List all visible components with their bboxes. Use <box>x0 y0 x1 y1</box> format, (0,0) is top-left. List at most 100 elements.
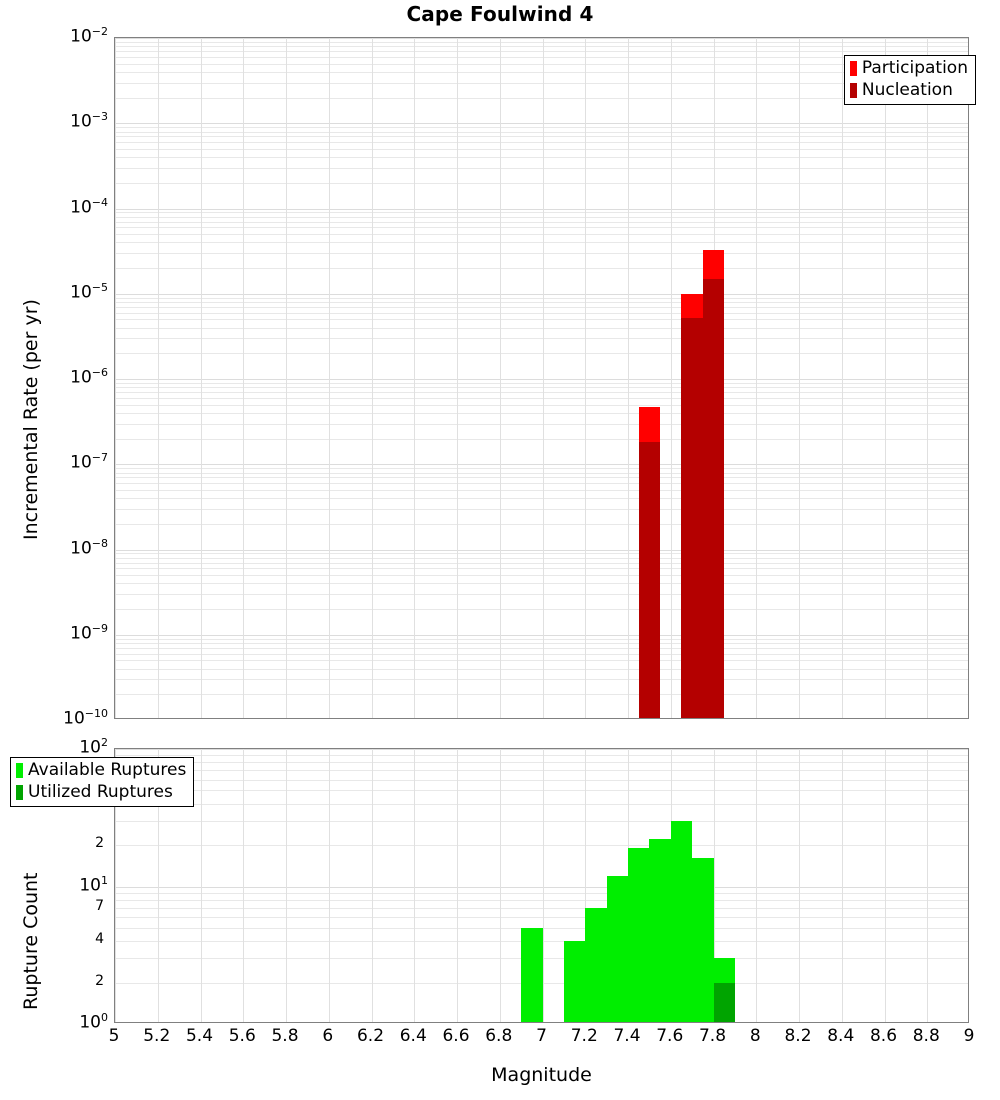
gridline-vertical <box>457 749 458 1022</box>
gridline-horizontal <box>115 694 968 696</box>
x-tick-label: 5.2 <box>143 1026 171 1046</box>
gridline-horizontal <box>115 123 968 125</box>
gridline-horizontal <box>115 668 968 670</box>
bar-rupture-count <box>628 749 650 1022</box>
gridline-horizontal <box>115 227 968 229</box>
gridline-horizontal <box>115 423 968 425</box>
gridline-horizontal <box>115 71 968 73</box>
gridline-vertical <box>542 38 544 718</box>
gridline-horizontal <box>115 397 968 399</box>
bar-segment-utilized-ruptures <box>713 982 735 1022</box>
legend-item-available-ruptures[interactable]: Available Ruptures <box>16 762 186 779</box>
gridline-vertical <box>243 38 245 718</box>
bar-segment-available-ruptures <box>692 858 714 1022</box>
gridline-horizontal <box>115 803 968 805</box>
legend-swatch-icon-utilized <box>16 785 23 800</box>
gridline-horizontal <box>115 41 968 43</box>
bar-rupture-count <box>521 749 543 1022</box>
gridline-horizontal <box>115 208 968 210</box>
gridline-horizontal <box>115 899 968 901</box>
gridline-horizontal <box>115 820 968 822</box>
y-axis-title-top: Incremental Rate (per yr) <box>20 299 42 540</box>
gridline-horizontal <box>115 293 968 295</box>
gridline-vertical <box>286 38 287 718</box>
legend-item-nucleation[interactable]: Nucleation <box>849 82 968 99</box>
gridline-vertical <box>157 749 159 1022</box>
gridline-horizontal <box>115 234 968 236</box>
bar-incremental-rate <box>638 38 661 718</box>
y-tick-label-top: 10−7 <box>70 451 108 473</box>
bar-rupture-count <box>670 749 693 1022</box>
legend-swatch-icon-available <box>16 763 23 778</box>
gridline-horizontal <box>115 212 968 214</box>
gridline-horizontal <box>115 643 968 644</box>
gridline-horizontal <box>115 387 968 389</box>
gridline-horizontal <box>115 392 968 394</box>
bar-segment-available-ruptures <box>606 875 628 1022</box>
bar-incremental-rate <box>702 38 725 718</box>
gridline-vertical <box>799 38 800 718</box>
x-tick-label: 6 <box>322 1026 334 1046</box>
x-tick-label: 8.6 <box>869 1026 898 1046</box>
gridline-horizontal <box>115 379 968 380</box>
gridline-horizontal <box>115 216 968 218</box>
gridline-horizontal <box>115 97 968 99</box>
x-tick-label: 5.6 <box>228 1026 256 1046</box>
gridline-vertical <box>414 38 416 718</box>
gridline-horizontal <box>115 268 968 270</box>
gridline-horizontal <box>115 136 968 138</box>
gridline-horizontal <box>115 886 968 888</box>
legend-bottom: Available Ruptures Utilized Ruptures <box>10 757 195 807</box>
bar-segment-available-ruptures <box>649 839 671 1022</box>
gridline-vertical <box>200 38 202 718</box>
legend-item-participation[interactable]: Participation <box>849 58 968 78</box>
gridline-horizontal <box>115 306 968 308</box>
gridline-vertical <box>499 38 501 718</box>
gridline-horizontal <box>115 438 968 440</box>
gridline-horizontal <box>115 638 968 640</box>
gridline-horizontal <box>115 182 968 184</box>
y-tick-label-bottom-minor: 2 <box>95 972 104 989</box>
gridline-horizontal <box>115 327 968 329</box>
gridline-horizontal <box>115 477 968 479</box>
gridline-horizontal <box>115 148 968 150</box>
gridline-vertical <box>756 749 758 1022</box>
gridline-horizontal <box>115 382 968 384</box>
gridline-vertical <box>371 38 373 718</box>
gridline-horizontal <box>115 755 968 757</box>
gridline-vertical <box>115 749 116 1022</box>
bar-rupture-count <box>606 749 628 1022</box>
bar-rupture-count <box>713 749 735 1022</box>
x-tick-label: 7.4 <box>613 1026 641 1046</box>
bars-top <box>115 38 968 718</box>
gridline-horizontal <box>115 404 968 406</box>
x-tick-label: 5.8 <box>271 1026 299 1046</box>
gridline-horizontal <box>115 297 968 299</box>
x-tick-label: 8 <box>749 1026 761 1046</box>
gridline-horizontal <box>115 790 968 792</box>
x-tick-label: 5 <box>108 1026 120 1046</box>
gridline-vertical <box>585 749 587 1022</box>
gridline-horizontal <box>115 594 968 596</box>
x-tick-label: 5.4 <box>185 1026 214 1046</box>
gridline-horizontal <box>115 51 968 53</box>
y-tick-label-bottom-minor: 2 <box>95 835 104 852</box>
gridline-horizontal <box>115 508 968 510</box>
legend-label-participation: Participation <box>861 58 968 78</box>
gridline-horizontal <box>115 557 968 559</box>
gridline-horizontal <box>115 131 968 133</box>
gridline-horizontal <box>115 575 968 577</box>
y-tick-label-top: 10−6 <box>70 366 108 388</box>
gridline-horizontal <box>115 353 968 355</box>
gridline-horizontal <box>115 157 968 159</box>
gridline-horizontal <box>115 779 968 781</box>
x-tick-label: 7 <box>536 1026 547 1046</box>
legend-label-available-ruptures: Available Ruptures <box>28 760 187 780</box>
legend-item-utilized-ruptures[interactable]: Utilized Ruptures <box>16 784 186 801</box>
gridline-horizontal <box>115 583 968 585</box>
gridline-horizontal <box>115 609 968 611</box>
gridline-vertical <box>414 749 416 1022</box>
gridline-vertical <box>499 749 501 1022</box>
x-tick-label: 6.2 <box>356 1026 385 1046</box>
